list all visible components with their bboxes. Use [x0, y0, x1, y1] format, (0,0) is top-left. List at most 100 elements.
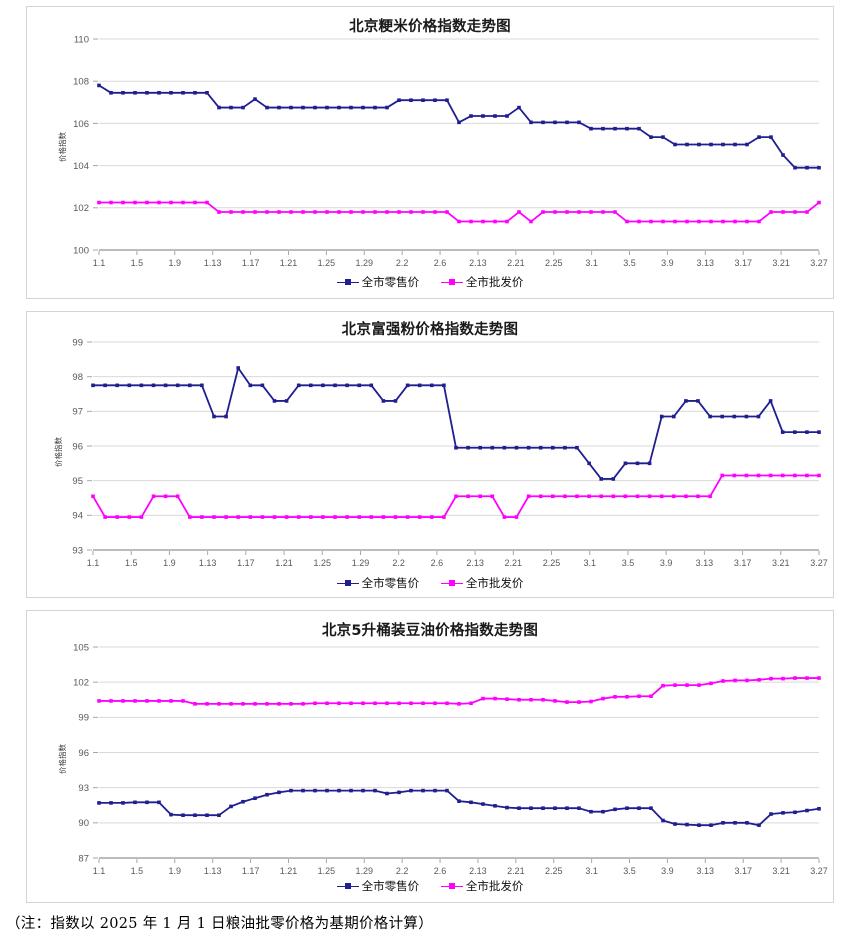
series-marker [732, 473, 737, 478]
chart-plot-area: 87 90 93 96 99 102 105 价格指数 1.1 1.5 1.9 1.13 1.17 1.2… [27, 611, 833, 902]
legend-item-wholesale[interactable]: 全市批发价 [440, 274, 523, 290]
series-marker [325, 701, 329, 706]
series-marker [757, 678, 761, 682]
x-axis-tick-label: 1.1 [93, 258, 106, 268]
series-marker [529, 697, 533, 702]
series-marker [733, 142, 737, 147]
series-marker [757, 823, 761, 827]
series-marker [175, 494, 180, 499]
series-marker [745, 821, 749, 825]
series-marker [637, 694, 641, 699]
y-axis-title: 价格指数 [53, 437, 63, 467]
series-marker [793, 473, 797, 478]
series-marker [709, 681, 713, 686]
series-marker [229, 210, 233, 214]
series-marker [369, 383, 374, 388]
series-marker [613, 695, 617, 699]
series-marker [127, 383, 132, 388]
series-marker [781, 676, 785, 681]
x-axis-tick-label: 1.21 [275, 558, 293, 568]
series-marker [611, 494, 616, 499]
series-marker [635, 461, 640, 466]
series-marker [229, 702, 233, 706]
series-marker [97, 83, 101, 88]
series-marker [732, 414, 737, 419]
series-marker [529, 120, 533, 125]
series-marker [253, 97, 257, 101]
series-marker [685, 683, 689, 687]
series-marker [526, 494, 531, 499]
series-marker [200, 383, 204, 388]
series-marker [563, 445, 567, 450]
series-marker [433, 788, 437, 793]
series-marker [817, 473, 821, 478]
series-marker [236, 366, 240, 370]
series-marker [265, 702, 269, 706]
series-marker [659, 494, 664, 499]
series-marker [805, 676, 809, 680]
series-marker [193, 813, 197, 818]
series-marker [97, 801, 101, 805]
series-marker [793, 676, 797, 680]
series-marker [493, 219, 497, 224]
series-marker [649, 219, 653, 224]
series-marker [433, 210, 437, 214]
series-marker [625, 126, 629, 131]
series-marker [212, 414, 216, 419]
series-marker [601, 210, 605, 214]
series-marker [553, 699, 557, 703]
x-axis-tick-label: 2.21 [505, 558, 523, 568]
series-marker [373, 701, 377, 706]
series-marker [157, 800, 161, 805]
series-marker [481, 219, 485, 224]
x-axis-tick-label: 1.9 [169, 866, 182, 876]
series-marker [157, 699, 161, 703]
legend-item-retail[interactable]: 全市零售价 [336, 878, 420, 894]
series-marker [721, 142, 725, 147]
series-marker [781, 210, 785, 214]
legend-item-wholesale[interactable]: 全市批发价 [440, 878, 524, 894]
series-marker [175, 383, 180, 388]
legend-swatch-wholesale-icon [440, 882, 463, 891]
series-marker [325, 210, 329, 214]
series-marker [625, 219, 629, 224]
legend-item-retail[interactable]: 全市零售价 [336, 575, 419, 591]
series-marker [649, 806, 653, 810]
series-marker [553, 210, 557, 214]
legend-label-wholesale: 全市批发价 [465, 879, 524, 893]
series-marker [301, 788, 305, 793]
x-axis-tick-label: 2.13 [469, 866, 487, 876]
series-marker [289, 788, 293, 793]
x-axis-tick-label: 3.5 [623, 866, 636, 876]
series-marker [577, 120, 581, 125]
series-marker [793, 430, 797, 434]
series-marker [91, 383, 95, 388]
series-marker [217, 702, 221, 706]
x-axis-tick-label: 1.25 [318, 866, 336, 876]
series-marker [421, 788, 425, 793]
x-axis-tick-label: 3.27 [810, 866, 828, 876]
series-marker [490, 494, 495, 499]
series-marker [601, 696, 605, 701]
x-axis-tick-label: 3.1 [585, 866, 598, 876]
series-marker [647, 461, 652, 466]
x-axis-tick-label: 3.17 [734, 866, 752, 876]
series-marker [133, 699, 137, 703]
series-marker [417, 515, 422, 519]
legend-label-retail: 全市零售价 [361, 879, 420, 893]
series-line-wholesale [98, 201, 820, 223]
series-marker [373, 788, 377, 793]
series-marker [289, 210, 293, 214]
legend-item-wholesale[interactable]: 全市批发价 [440, 575, 523, 591]
chart-plot-area: 93 94 95 96 97 98 99 价格指数 1.1 1.5 1.9 1.13 1.17 1.21 1… [27, 312, 833, 597]
series-marker [169, 812, 173, 817]
series-marker [272, 399, 277, 403]
series-marker [417, 383, 422, 388]
series-marker [409, 701, 413, 706]
legend-item-retail[interactable]: 全市零售价 [336, 274, 419, 290]
series-marker [538, 445, 543, 450]
series-marker [577, 806, 581, 810]
series-marker [349, 105, 353, 110]
series-marker [217, 105, 221, 110]
series-marker [385, 210, 389, 214]
